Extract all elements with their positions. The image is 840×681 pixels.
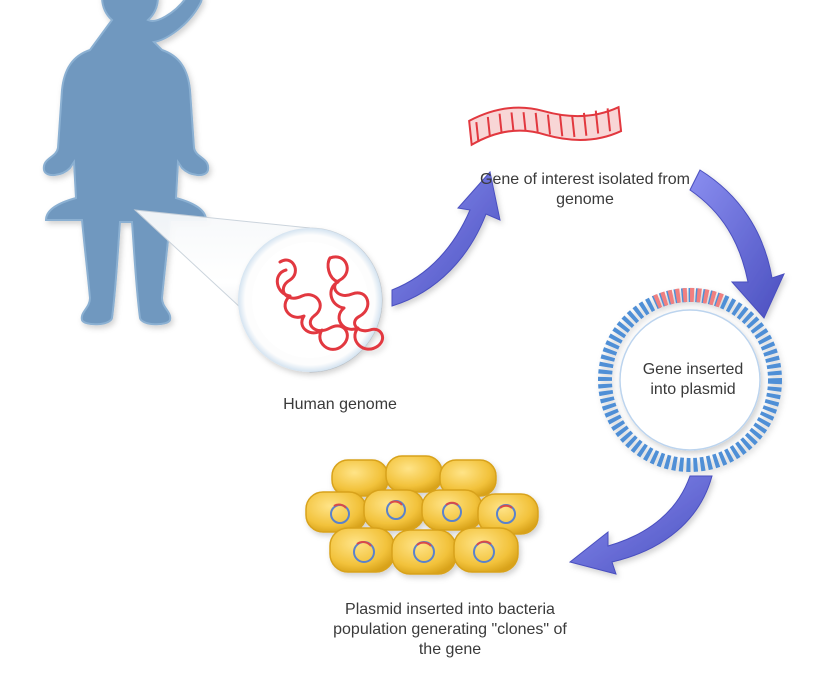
bacteria-cluster (306, 456, 538, 574)
label-bacteria-text: Plasmid inserted into bacteria populatio… (333, 601, 567, 658)
person-silhouette (44, 0, 208, 324)
label-gene-isolated: Gene of interest isolated from genome (480, 170, 690, 210)
label-human-genome-text: Human genome (283, 396, 397, 413)
label-plasmid: Gene inserted into plasmid (628, 360, 758, 400)
label-plasmid-text: Gene inserted into plasmid (643, 361, 744, 398)
label-human-genome: Human genome (250, 395, 430, 415)
diagram-canvas (0, 0, 840, 681)
human-genome-circle (238, 228, 383, 372)
label-gene-isolated-text: Gene of interest isolated from genome (480, 171, 690, 208)
arrow-plasmid-to-bacteria (570, 476, 712, 574)
dna-fragment (468, 97, 621, 152)
label-bacteria: Plasmid inserted into bacteria populatio… (320, 600, 580, 660)
